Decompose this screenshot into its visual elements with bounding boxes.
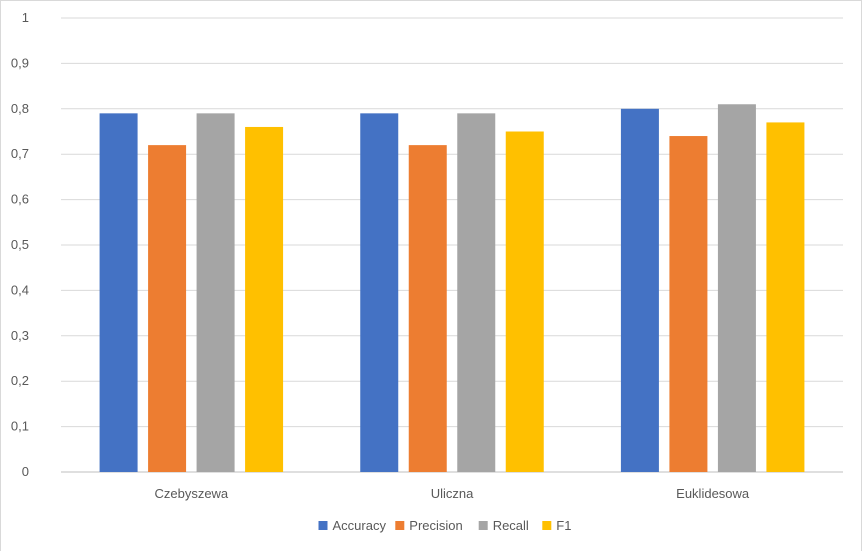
gridlines — [61, 17, 843, 473]
x-category-label: Euklidesowa — [676, 486, 750, 501]
legend-swatch — [478, 521, 488, 530]
bar-precision-czebyszewa[interactable] — [148, 145, 187, 472]
legend-item-precision[interactable]: Precision — [395, 518, 463, 533]
y-axis-ticks: 0 0,1 0,2 0,3 0,4 0,5 0,6 0,7 0,8 0,9 1 — [11, 10, 29, 479]
y-tick-label: 1 — [22, 10, 29, 25]
legend-label: Precision — [409, 518, 462, 533]
y-tick-label: 0,2 — [11, 373, 29, 388]
x-category-label: Uliczna — [431, 486, 474, 501]
y-tick-label: 0,9 — [11, 55, 29, 70]
x-category-label: Czebyszewa — [154, 486, 228, 501]
bar-recall-uliczna[interactable] — [457, 113, 496, 472]
y-tick-label: 0,5 — [11, 237, 29, 252]
legend-item-f1[interactable]: F1 — [542, 518, 571, 533]
y-tick-label: 0,4 — [11, 282, 29, 297]
bar-recall-czebyszewa[interactable] — [196, 113, 235, 472]
bar-recall-euklidesowa[interactable] — [717, 104, 756, 472]
legend-item-accuracy[interactable]: Accuracy — [318, 518, 387, 533]
legend-label: Recall — [493, 518, 529, 533]
legend[interactable]: Accuracy Precision Recall F1 — [318, 518, 572, 533]
legend-item-recall[interactable]: Recall — [478, 518, 529, 533]
bar-accuracy-euklidesowa[interactable] — [620, 108, 659, 473]
bar-f1-czebyszewa[interactable] — [245, 126, 284, 473]
y-tick-label: 0,8 — [11, 101, 29, 116]
bar-precision-euklidesowa[interactable] — [669, 136, 708, 473]
y-tick-label: 0 — [22, 464, 29, 479]
y-tick-label: 0,3 — [11, 328, 29, 343]
legend-label: Accuracy — [333, 518, 387, 533]
bar-accuracy-czebyszewa[interactable] — [99, 113, 138, 472]
legend-label: F1 — [556, 518, 571, 533]
y-tick-label: 0,7 — [11, 146, 29, 161]
y-tick-label: 0,6 — [11, 192, 29, 207]
legend-swatch — [542, 521, 552, 530]
legend-swatch — [395, 521, 405, 530]
bar-f1-uliczna[interactable] — [505, 131, 544, 473]
bar-precision-uliczna[interactable] — [408, 145, 447, 472]
bar-accuracy-uliczna[interactable] — [360, 113, 399, 472]
bars — [99, 104, 805, 473]
y-tick-label: 0,1 — [11, 419, 29, 434]
bar-f1-euklidesowa[interactable] — [766, 122, 805, 473]
legend-swatch — [318, 521, 328, 530]
x-axis-categories: Czebyszewa Uliczna Euklidesowa — [154, 486, 749, 501]
